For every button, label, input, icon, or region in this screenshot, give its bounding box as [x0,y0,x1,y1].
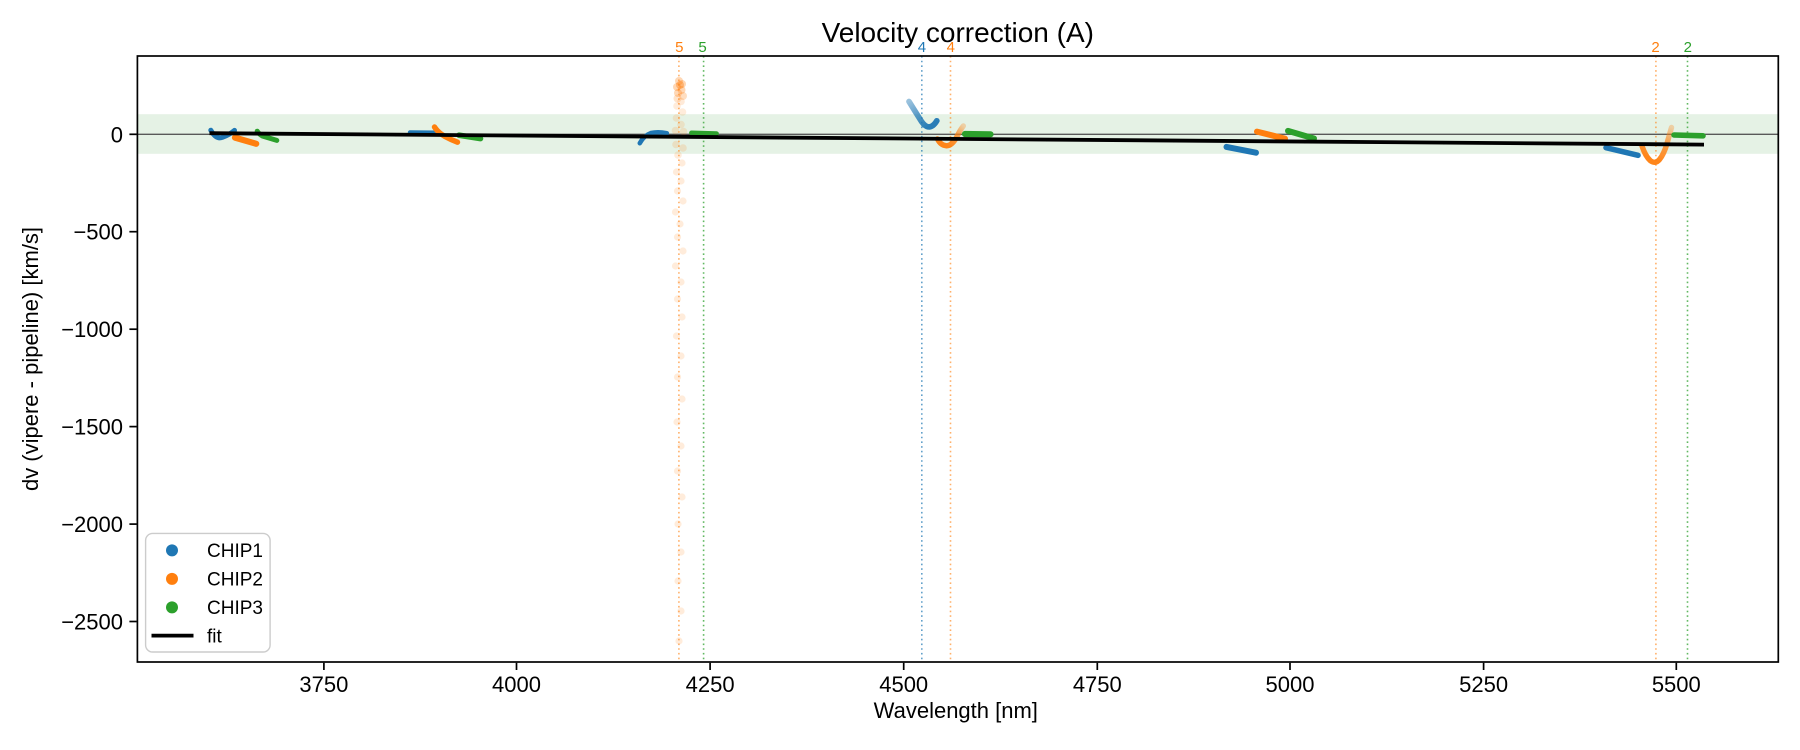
svg-text:5: 5 [675,39,683,56]
svg-text:fit: fit [207,626,223,647]
svg-text:−1000: −1000 [61,317,123,342]
svg-text:CHIP3: CHIP3 [207,598,263,619]
svg-text:4750: 4750 [1073,672,1122,697]
svg-text:4: 4 [918,39,926,56]
svg-text:4250: 4250 [686,672,735,697]
svg-text:4: 4 [947,39,955,56]
svg-text:−1500: −1500 [61,415,123,440]
svg-text:4500: 4500 [879,672,928,697]
svg-text:0: 0 [111,122,123,147]
svg-text:Wavelength [nm]: Wavelength [nm] [874,698,1038,723]
svg-text:−2500: −2500 [61,610,123,635]
svg-text:CHIP2: CHIP2 [207,570,263,591]
svg-text:dv (vipere - pipeline) [km/s]: dv (vipere - pipeline) [km/s] [18,227,43,491]
svg-text:4000: 4000 [492,672,541,697]
svg-text:5500: 5500 [1652,672,1701,697]
svg-text:2: 2 [1684,39,1692,56]
svg-text:CHIP1: CHIP1 [207,541,263,562]
svg-text:5: 5 [698,39,706,56]
svg-text:−500: −500 [73,220,123,245]
svg-text:2: 2 [1651,39,1659,56]
svg-text:5000: 5000 [1266,672,1315,697]
svg-text:−2000: −2000 [61,512,123,537]
svg-text:3750: 3750 [299,672,348,697]
svg-text:Velocity correction (A): Velocity correction (A) [822,17,1094,48]
svg-text:5250: 5250 [1459,672,1508,697]
